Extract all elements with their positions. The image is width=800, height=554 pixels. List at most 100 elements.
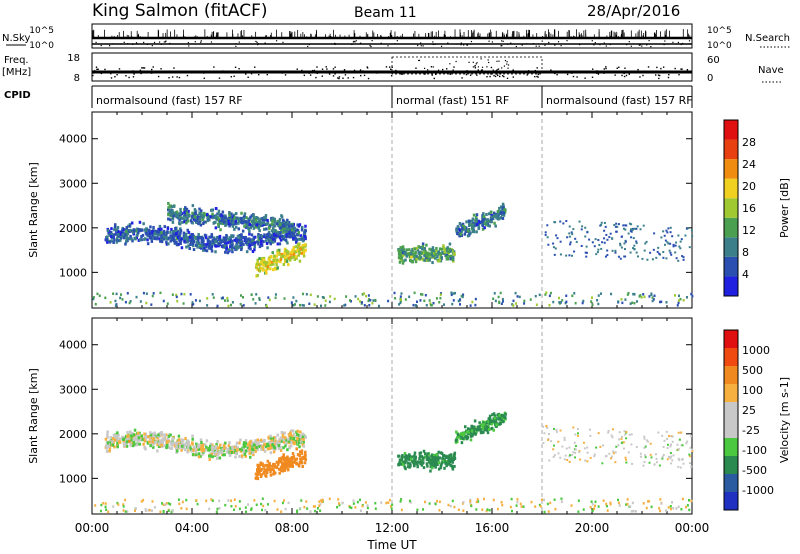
range-cell — [213, 215, 217, 219]
range-cell — [215, 456, 219, 460]
range-cell — [218, 219, 222, 223]
ground-cell — [175, 293, 178, 297]
ytick-label: 1000 — [59, 472, 87, 485]
colorbar-swatch — [724, 456, 738, 474]
range-cell — [593, 455, 596, 458]
range-cell — [302, 246, 305, 250]
range-cell — [279, 226, 283, 230]
range-cell — [269, 473, 273, 477]
colorbar-label: Power [dB] — [778, 178, 791, 238]
range-cell — [298, 242, 301, 246]
freq-nave-panel: 18 8 60 0 Freq. [MHz] Nave CPID — [2, 52, 784, 101]
range-cell — [274, 258, 278, 262]
range-cell — [405, 459, 408, 463]
ground-cell — [260, 502, 263, 506]
range-cell — [218, 234, 222, 238]
freq-dot — [680, 68, 682, 70]
freq-dot — [477, 69, 479, 71]
range-cell — [160, 235, 163, 239]
freq-dot — [153, 71, 156, 73]
freq-dot — [328, 73, 331, 75]
search-noise-dot — [380, 42, 382, 44]
range-cell — [116, 437, 119, 441]
freq-dot — [603, 68, 605, 70]
range-cell — [448, 456, 451, 460]
freq-dot — [623, 75, 626, 78]
range-cell — [184, 206, 187, 210]
search-noise-dot — [432, 41, 434, 43]
search-noise-dot — [420, 45, 422, 47]
ground-cell — [665, 509, 668, 512]
search-noise-dot — [626, 43, 628, 45]
range-cell — [277, 467, 281, 471]
range-cell — [120, 230, 123, 234]
xtick-label: 20:00 — [575, 521, 610, 535]
freq-dot — [337, 77, 339, 79]
date-label: 28/Apr/2016 — [587, 2, 680, 20]
ground-cell — [267, 296, 270, 299]
ground-cell — [453, 505, 456, 509]
range-cell — [110, 239, 113, 243]
range-cell — [258, 269, 262, 273]
colorbar-tick: 12 — [742, 224, 756, 237]
search-noise-dot — [420, 42, 422, 44]
ground-cell — [319, 503, 322, 506]
range-cell — [297, 237, 301, 241]
range-cell — [134, 237, 137, 241]
colorbar-tick: 28 — [742, 136, 756, 149]
freq-dot — [338, 76, 341, 78]
range-cell — [304, 450, 307, 454]
range-cell — [578, 450, 581, 453]
range-cell — [296, 453, 300, 457]
range-cell — [203, 248, 207, 252]
ground-cell — [494, 299, 497, 303]
search-noise-dot — [371, 40, 373, 42]
range-cell — [198, 236, 202, 240]
search-noise-dot — [169, 42, 171, 45]
range-cell — [185, 245, 188, 249]
range-cell — [666, 443, 669, 446]
ground-cell — [591, 303, 594, 306]
freq-dot — [303, 74, 306, 77]
ground-cell — [690, 292, 693, 296]
range-cell — [156, 443, 159, 447]
colorbar-tick: -500 — [742, 464, 767, 477]
range-cell — [295, 240, 298, 244]
range-cell — [170, 442, 173, 446]
range-cell — [617, 223, 620, 226]
range-cell — [217, 225, 220, 229]
freq-dot — [352, 76, 355, 79]
range-cell — [616, 225, 619, 228]
freq-dot — [152, 66, 154, 68]
freq-dot — [424, 73, 426, 75]
range-cell — [274, 220, 277, 224]
range-cell — [401, 454, 404, 458]
range-cell — [234, 444, 238, 448]
range-cell — [159, 239, 162, 243]
ground-cell — [159, 510, 162, 514]
ground-cell — [252, 298, 255, 301]
range-cell — [466, 234, 470, 238]
range-cell — [165, 442, 169, 446]
ground-cell — [189, 293, 192, 296]
ground-cell — [516, 501, 519, 504]
range-cell — [575, 240, 578, 243]
ground-cell — [400, 292, 403, 295]
range-cell — [581, 225, 584, 228]
range-cell — [682, 462, 685, 465]
freq-dot — [506, 77, 509, 80]
freq-dot — [367, 77, 370, 80]
range-cell — [252, 215, 256, 219]
range-cell — [131, 432, 134, 436]
ground-cell — [617, 501, 620, 505]
ground-cell — [147, 509, 150, 512]
ground-cell — [96, 292, 99, 296]
range-cell — [448, 255, 451, 259]
ground-cell — [380, 501, 383, 504]
range-cell — [190, 237, 193, 241]
range-cell — [225, 234, 228, 238]
range-cell — [169, 239, 172, 243]
range-cell — [136, 227, 139, 231]
range-cell — [260, 473, 263, 477]
range-cell — [604, 225, 607, 228]
